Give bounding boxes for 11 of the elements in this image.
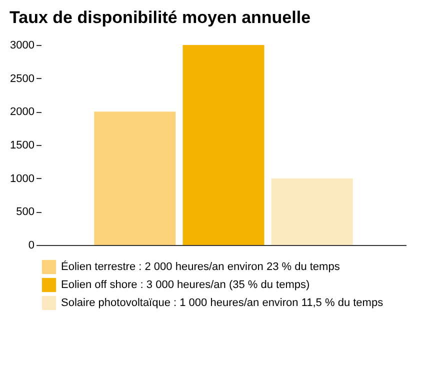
y-tick-label: 3000: [10, 40, 34, 52]
y-tick-label: 0: [28, 240, 34, 252]
legend-label: Éolien terrestre : 2 000 heures/an environ 23 % du temps: [61, 260, 340, 273]
legend-label: Solaire photovoltaïque : 1 000 heures/an environ 11,5 % du temps: [61, 297, 384, 309]
y-tick-label: 1500: [10, 140, 34, 152]
y-tick-label: 2000: [10, 106, 34, 118]
y-tick-label: 500: [16, 206, 34, 218]
y-tick-label: 2500: [10, 72, 34, 85]
legend-label: Eolien off shore : 3 000 heures/an (35 % du temps): [61, 279, 310, 291]
y-tick-label: 1000: [10, 172, 34, 185]
chart-title: Taux de disponibilité moyen annuelle: [10, 8, 311, 27]
